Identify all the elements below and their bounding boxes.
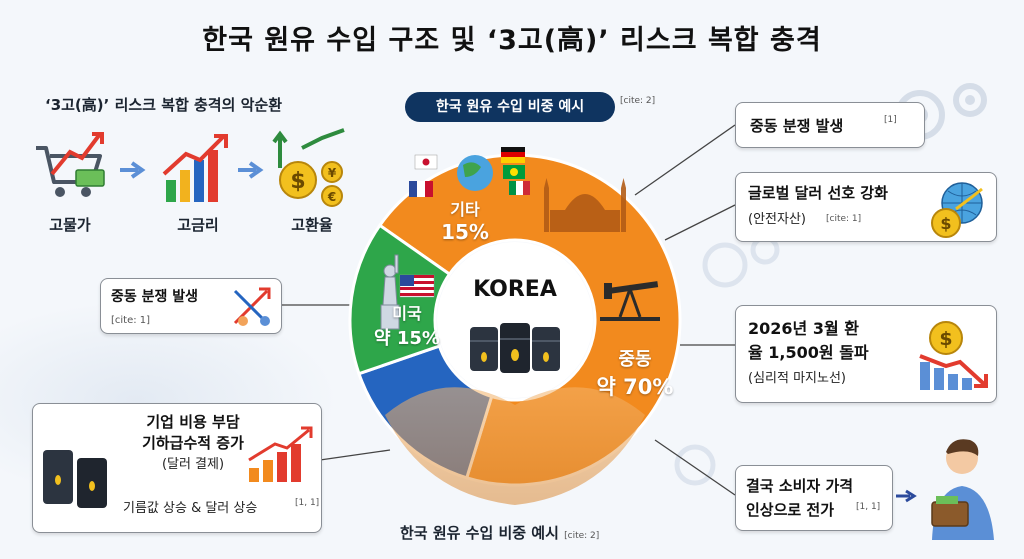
dollar-line1: 글로벌 달러 선호 강화 (748, 184, 888, 202)
segment-name: 미국 (392, 304, 422, 323)
us-flag-icon (399, 274, 435, 298)
svg-text:€: € (327, 190, 336, 204)
corporate-line3: (달러 결제) (161, 457, 225, 472)
segment-label-others: 기타 15% (430, 196, 500, 244)
vicious-cycle-title: ‘3고(高)’ 리스크 복합 충격의 악순환 (45, 96, 283, 114)
segment-name: 기타 (450, 200, 480, 219)
globe-dollar-icon: $ (931, 182, 983, 238)
corporate-cite: [1, 1] (295, 498, 320, 508)
arrow-right-icon (896, 489, 917, 503)
svg-text:$: $ (940, 214, 951, 233)
left-conflict-box: 중동 분쟁 발생 [cite: 1] (100, 278, 282, 334)
statue-of-liberty-icon (380, 254, 400, 330)
consumer-cite: [1, 1] (856, 502, 881, 512)
arrow-right-icon (238, 161, 264, 179)
svg-text:$: $ (290, 169, 305, 194)
vicious-cycle-item-exchange: 고환율 (291, 216, 333, 234)
consumer-line1: 결국 소비자 가격 (746, 477, 854, 495)
bottom-caption-cite: [cite: 2] (564, 531, 600, 541)
right-consumer-box: 결국 소비자 가격 인상으로 전가 [1, 1] (735, 465, 893, 531)
consumer-with-wallet-icon (931, 439, 994, 540)
oil-barrels-icon (470, 323, 560, 373)
left-conflict-cite: [cite: 1] (111, 315, 151, 326)
bottom-caption: 한국 원유 수입 비중 예시 [cite: 2] (400, 522, 599, 543)
donut-segment-2 (348, 223, 452, 376)
corporate-line1: 기업 비용 부담 (146, 413, 240, 431)
circle-chart-cite: [cite: 2] (620, 96, 656, 106)
import-share-donut (348, 147, 682, 505)
fx-line1: 2026년 3월 환 (748, 319, 859, 338)
falling-chart-dollar-icon: $ (919, 321, 988, 390)
right-fx-box: 2026년 3월 환 율 1,500원 돌파 (심리적 마지노선) $ (735, 305, 997, 403)
left-corporate-box: 기업 비용 부담 기하급수적 증가 (달러 결제) 기름값 상승 & 달러 상승… (32, 403, 322, 533)
circle-chart-title: 한국 원유 수입 비중 예시 (405, 92, 615, 122)
right-conflict-box: 중동 분쟁 발생 [1] (735, 102, 925, 148)
shopping-cart-icon (36, 132, 105, 197)
svg-text:¥: ¥ (328, 166, 337, 180)
segment-value: 15% (441, 220, 489, 244)
oil-barrels-icon (43, 450, 107, 508)
oil-pump-icon (600, 281, 660, 321)
segment-value: 약 15% (374, 328, 440, 349)
bottom-caption-text: 한국 원유 수입 비중 예시 (400, 524, 559, 542)
globe-with-flags-icon (409, 147, 530, 197)
left-conflict-text: 중동 분쟁 발생 (111, 289, 199, 305)
consumer-line2: 인상으로 전가 (746, 501, 835, 519)
currency-coins-icon: $ ¥ € (272, 128, 345, 207)
donut-center-label: KOREA (473, 277, 557, 302)
right-conflict-cite: [1] (884, 115, 897, 125)
rising-bar-chart-icon (248, 426, 313, 482)
gear-decoration-icon (674, 444, 716, 486)
svg-text:$: $ (939, 328, 952, 350)
desert-dune-decoration (385, 387, 645, 505)
segment-label-middle-east: 중동 약 70% (585, 345, 685, 401)
page-title: 한국 원유 수입 구조 및 ‘3고(高)’ 리스크 복합 충격 (202, 25, 822, 56)
dollar-cite: [cite: 1] (826, 214, 862, 224)
mosque-icon (544, 178, 626, 232)
arrow-right-icon (120, 161, 146, 179)
right-conflict-text: 중동 분쟁 발생 (750, 117, 844, 135)
segment-name: 중동 (618, 349, 652, 370)
segment-label-usa: 미국 약 15% (372, 300, 442, 350)
corporate-line2: 기하급수적 증가 (142, 434, 244, 452)
crossed-arrows-conflict-icon (233, 287, 271, 326)
donut-center (437, 242, 593, 398)
segment-value: 약 70% (596, 375, 674, 399)
fx-line2: 율 1,500원 돌파 (748, 343, 869, 362)
corporate-line4: 기름값 상승 & 달러 상승 (123, 501, 258, 516)
vicious-cycle-item-inflation: 고물가 (49, 216, 91, 234)
vicious-cycle-item-interest: 고금리 (177, 216, 219, 234)
fx-line3: (심리적 마지노선) (748, 371, 846, 386)
dollar-line2: (안전자산) (748, 212, 806, 227)
right-dollar-box: 글로벌 달러 선호 강화 (안전자산) [cite: 1] $ (735, 172, 997, 242)
rising-bar-chart-icon (162, 134, 228, 202)
